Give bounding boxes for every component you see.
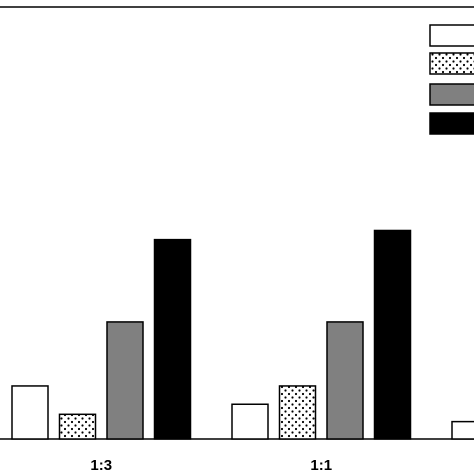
x-tick-labels: 1:3 1:1 <box>90 457 332 474</box>
bar-group2-series1 <box>231 403 269 440</box>
legend-swatch-series4 <box>429 112 474 135</box>
bar-group1-series2 <box>58 413 97 440</box>
legend-swatch-series1 <box>429 24 474 47</box>
bar-group3-series1 <box>451 420 474 440</box>
legend-swatch-series3 <box>429 83 474 106</box>
legend <box>429 24 474 135</box>
x-tick-label: 1:3 <box>90 457 112 474</box>
bar-group1-series4 <box>153 238 192 440</box>
legend-swatch-series2 <box>429 52 474 75</box>
bar-group2-series4 <box>373 229 412 440</box>
bar-group2-series2 <box>278 385 317 440</box>
bars-layer <box>11 229 474 440</box>
bar-group1-series3 <box>106 321 144 440</box>
x-tick-label: 1:1 <box>310 457 332 474</box>
bar-group2-series3 <box>326 321 364 440</box>
bar-group1-series1 <box>11 385 49 440</box>
